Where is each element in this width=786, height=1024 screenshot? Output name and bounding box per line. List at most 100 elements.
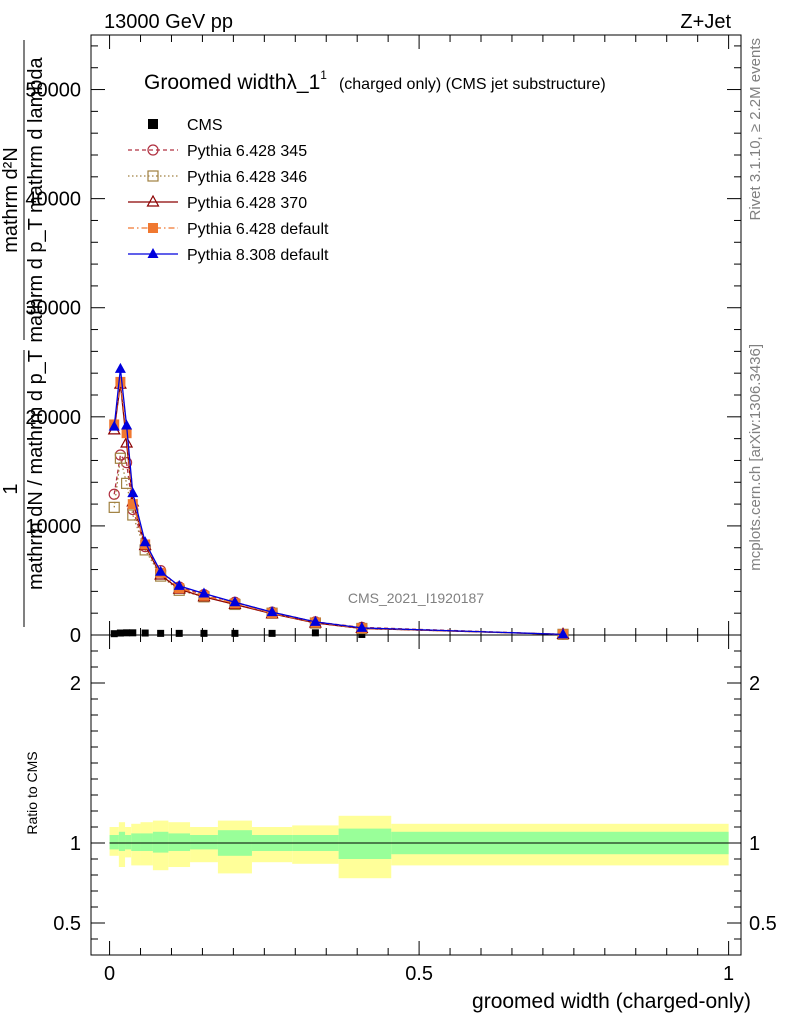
series-2 [108,452,569,640]
ratio-stat-band-4 [140,833,153,851]
series-3-point-2 [120,435,134,448]
ylabel-frac-den: mathrm d p_T mathrm d lambda [25,56,47,342]
main-y-tick-label-3: 30000 [25,298,81,320]
x-axis-label: groomed width (charged-only) [472,990,751,1013]
ylabel-frac-num: mathrm d²N [0,147,22,253]
series-line-5 [113,368,564,635]
series-0-point-1 [116,629,124,637]
series-0-point-8 [231,629,239,637]
series-0-point-9 [268,629,276,637]
series-5-point-6 [173,579,185,590]
legend-marker-0 [148,119,158,129]
x-tick-label-0: 0 [104,963,115,985]
series-4-point-1 [115,376,126,387]
series-0-point-10 [311,629,319,637]
series-layer [107,362,570,640]
ratio-y-axis-label: Ratio to CMS [24,751,40,834]
ratio-y-tick-label-0: 0.5 [53,913,81,935]
ratio-bands [109,815,729,879]
legend-label-3: Pythia 6.428 370 [187,195,307,212]
main-y-tick-label-4: 40000 [25,189,81,211]
series-0-point-4 [141,629,149,637]
series-5-point-4 [139,536,151,547]
series-4-point-3 [127,499,138,510]
main-y-tick-label-5: 50000 [25,80,81,102]
series-0 [110,629,567,639]
series-5-point-12 [557,628,569,639]
ratio-y-tick-label-right-2: 2 [749,673,760,695]
series-0-point-6 [175,629,183,637]
series-line-4 [113,381,564,635]
legend-marker-4 [148,223,158,233]
ratio-stat-band-1 [118,831,126,851]
chart-title-main: Groomed widthλ_1 [144,71,320,94]
series-5-point-1 [114,362,126,373]
ratio-stat-band-6 [168,833,191,851]
series-2-point-1 [114,452,127,464]
ratio-y-tick-label-2: 2 [70,673,81,695]
series-5-point-5 [155,565,167,576]
chart-title: Groomed widthλ_11 (charged only) (CMS jet… [144,68,606,94]
series-line-1 [113,453,564,635]
ratio-y-ticks: 0.5 0.5 1 1 2 2 [53,650,777,940]
series-0-point-11 [358,630,366,638]
ratio-y-tick-label-1: 1 [70,833,81,855]
legend: CMS Pythia 6.428 345 Pythia 6.428 346 Pythi… [128,117,329,264]
legend-marker-2 [147,170,159,182]
chart-title-sup: 1 [320,68,327,82]
legend-marker-1 [147,144,159,156]
legend-label-4: Pythia 6.428 default [187,221,329,238]
ylabel-den: mathrm dN / mathrm d p_T [25,350,47,590]
series-4-point-2 [121,428,132,439]
x-tick-label-1: 0.5 [405,963,433,985]
x-tick-label-2: 1 [723,963,734,985]
chart-title-suffix: (charged only) (CMS jet substructure) [339,76,606,93]
series-0-point-0 [110,630,118,638]
series-5-point-0 [108,420,120,431]
ratio-stat-band-2 [125,835,132,850]
analysis-watermark: CMS_2021_I1920187 [348,590,484,606]
series-5-point-9 [266,606,278,617]
mcplots-reference: mcplots.cern.ch [arXiv:1306.3436] [747,344,764,571]
series-1 [108,449,569,640]
series-0-point-3 [129,629,137,637]
series-1-point-2 [120,457,133,469]
ratio-y-tick-label-right-1: 1 [749,833,760,855]
ratio-frame [90,634,742,956]
series-4 [109,376,569,640]
main-y-tick-label-2: 20000 [25,407,81,429]
series-line-3 [113,384,564,635]
ratio-stat-band-3 [131,833,141,851]
series-2-point-0 [108,501,120,513]
ylabel-one: 1 [0,483,22,494]
series-0-point-5 [157,629,165,637]
series-5-point-8 [229,596,241,607]
series-line-2 [113,458,564,635]
legend-label-2: Pythia 6.428 346 [187,169,307,186]
series-5-point-7 [198,587,210,598]
legend-marker-5 [147,248,159,258]
series-3 [107,376,570,639]
ratio-stat-band-5 [152,831,169,853]
main-y-tick-label-1: 10000 [25,516,81,538]
series-0-point-2 [123,629,131,637]
series-5-point-10 [309,615,321,626]
series-1-point-0 [108,488,120,500]
ratio-stat-band-11 [338,828,392,859]
header-left: 13000 GeV pp [104,11,233,33]
series-0-point-7 [200,629,208,637]
main-ylabel: 1 mathrm dN / mathrm d p_T mathrm d²N ma… [0,40,47,627]
ratio-stat-band-7 [190,835,218,850]
main-y-ticks: 0 10000 20000 30000 40000 50000 [25,45,741,647]
series-5 [108,362,569,639]
legend-label-1: Pythia 6.428 345 [187,143,307,160]
header-right: Z+Jet [680,11,731,33]
series-5-point-3 [127,487,139,498]
ratio-y-tick-label-right-0: 0.5 [749,913,777,935]
ratio-stat-band-0 [109,835,119,850]
legend-marker-3 [146,194,160,207]
legend-label-0: CMS [187,117,223,134]
series-5-point-11 [356,621,368,632]
rivet-version: Rivet 3.1.10, ≥ 2.2M events [747,38,764,221]
